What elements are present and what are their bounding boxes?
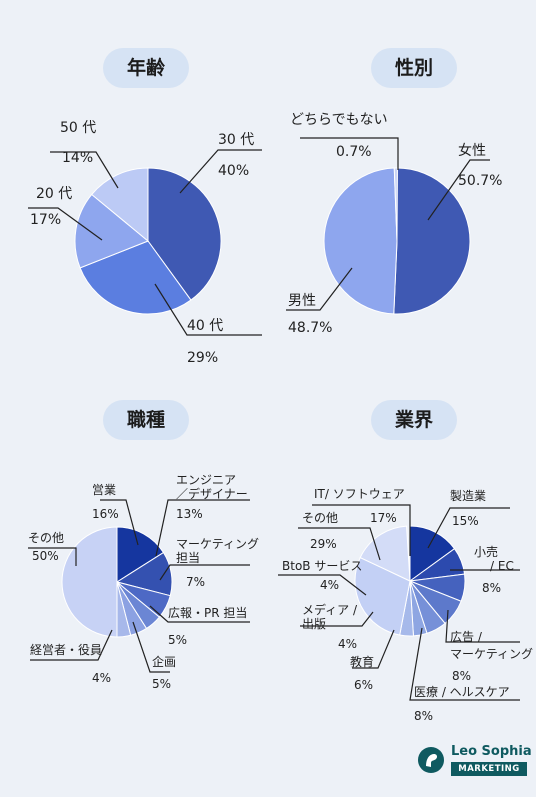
slice-value-3-4: 6%: [354, 678, 373, 692]
slice-label-3-2-cont: マーケティング: [450, 647, 533, 661]
pie-slice-0-3: [91, 167, 149, 243]
pie-slice-3-8: [359, 525, 411, 582]
slice-value-2-4: 5%: [152, 677, 171, 691]
slice-label-3-1-cont: / EC: [490, 559, 514, 573]
slice-label-3-2: 広告 /: [450, 630, 483, 644]
slice-label-3-5-cont: 出版: [302, 617, 326, 631]
slice-label-1-1: 男性: [288, 293, 316, 309]
pie-slice-3-7: [354, 556, 411, 636]
leader-line-1-1: [286, 267, 353, 311]
leader-line-0-0: [179, 149, 262, 194]
pie-slice-2-6: [61, 526, 118, 638]
chart-title-industry: 業界: [371, 400, 457, 440]
slice-value-2-1: 13%: [176, 507, 203, 521]
pie-slice-3-0: [409, 525, 456, 582]
slice-value-1-0: 50.7%: [458, 173, 502, 189]
leader-line-2-3: [149, 605, 250, 623]
slice-value-1-2: 0.7%: [336, 144, 372, 160]
leader-line-0-2: [28, 207, 103, 241]
slice-label-3-8: IT/ ソフトウェア: [314, 487, 405, 501]
leader-line-3-7: [298, 527, 381, 561]
slice-label-2-4: 企画: [152, 654, 176, 669]
leader-line-0-1: [154, 283, 262, 336]
leader-line-2-0: [100, 499, 139, 546]
leader-line-2-2: [159, 564, 250, 581]
slice-value-2-3: 5%: [168, 633, 187, 647]
slice-label-3-1: 小売: [474, 544, 498, 559]
slice-label-3-4: 教育: [350, 654, 374, 669]
leader-line-2-6: [28, 547, 77, 566]
pie-slice-0-2: [74, 193, 149, 269]
leader-line-2-5: [30, 629, 113, 661]
pie-slice-2-0: [116, 526, 165, 583]
slice-value-2-6: 50%: [32, 549, 59, 563]
slice-value-3-3: 8%: [414, 709, 433, 723]
slice-label-3-7: その他: [302, 511, 338, 525]
chart-title-gender: 性別: [371, 48, 457, 88]
leader-line-3-3: [409, 627, 520, 701]
slice-label-2-2: マーケティング: [176, 537, 259, 551]
slice-label-0-2: 20 代: [36, 186, 72, 202]
leader-line-1-2: [300, 137, 399, 170]
slice-label-2-0: 営業: [92, 483, 116, 497]
leader-line-3-6: [278, 574, 367, 596]
slice-label-2-1-cont: ／デザイナー: [176, 486, 248, 501]
slice-value-0-1: 29%: [187, 350, 218, 366]
brand-subtitle: MARKETING: [451, 762, 527, 776]
pie-slice-1-0: [393, 167, 471, 315]
leader-line-3-8: [312, 504, 411, 556]
slice-label-0-0: 30 代: [218, 132, 254, 148]
slice-value-3-6: 4%: [320, 578, 339, 592]
slice-label-2-1: エンジニア: [176, 473, 236, 487]
slice-label-3-6: BtoB サービス: [282, 559, 362, 573]
slice-label-3-5: メディア /: [302, 602, 358, 617]
slice-label-1-2: どちらでもない: [290, 112, 388, 128]
slice-value-2-5: 4%: [92, 671, 111, 685]
slice-label-3-3: 医療 / ヘルスケア: [414, 685, 510, 699]
slice-label-2-6: その他: [28, 531, 64, 545]
leader-line-2-1: [155, 499, 250, 557]
leader-line-3-5: [300, 611, 374, 627]
slice-label-2-2-cont: 担当: [176, 551, 200, 565]
slice-label-1-0: 女性: [458, 142, 486, 159]
leader-line-2-4: [132, 621, 170, 673]
slice-label-2-5: 経営者・役員: [30, 642, 102, 657]
slice-value-3-0: 15%: [452, 514, 479, 528]
slice-label-3-0: 製造業: [450, 489, 486, 503]
brand-name: Leo Sophia: [451, 744, 532, 759]
leader-line-1-0: [427, 159, 490, 221]
chart-title-occupation: 職種: [103, 400, 189, 440]
pie-slice-1-1: [323, 167, 398, 315]
slice-value-2-0: 16%: [92, 507, 119, 521]
slice-value-3-8: 17%: [370, 511, 397, 525]
leader-line-3-2: [445, 609, 520, 643]
brand-logo: Leo Sophia MARKETING: [417, 744, 532, 778]
slice-value-3-5: 4%: [338, 637, 357, 651]
pie-slice-0-0: [147, 167, 222, 301]
slice-value-1-1: 48.7%: [288, 320, 332, 336]
slice-label-0-3: 50 代: [60, 120, 96, 136]
leo-sophia-logo-icon: [418, 747, 444, 773]
slice-value-0-2: 17%: [30, 212, 61, 228]
leader-line-3-0: [427, 507, 510, 549]
slice-value-0-0: 40%: [218, 163, 249, 179]
slice-value-2-2: 7%: [186, 575, 205, 589]
slice-value-0-3: 14%: [62, 150, 93, 166]
slice-value-3-2: 8%: [452, 669, 471, 683]
slice-value-3-1: 8%: [482, 581, 501, 595]
slice-value-3-7: 29%: [310, 537, 337, 551]
leader-line-0-3: [50, 151, 119, 189]
slice-label-0-1: 40 代: [187, 318, 223, 334]
pie-slice-0-1: [79, 240, 192, 315]
slice-label-2-3: 広報・PR 担当: [168, 606, 247, 620]
chart-title-age: 年齢: [103, 48, 189, 88]
leader-line-3-4: [352, 629, 395, 669]
